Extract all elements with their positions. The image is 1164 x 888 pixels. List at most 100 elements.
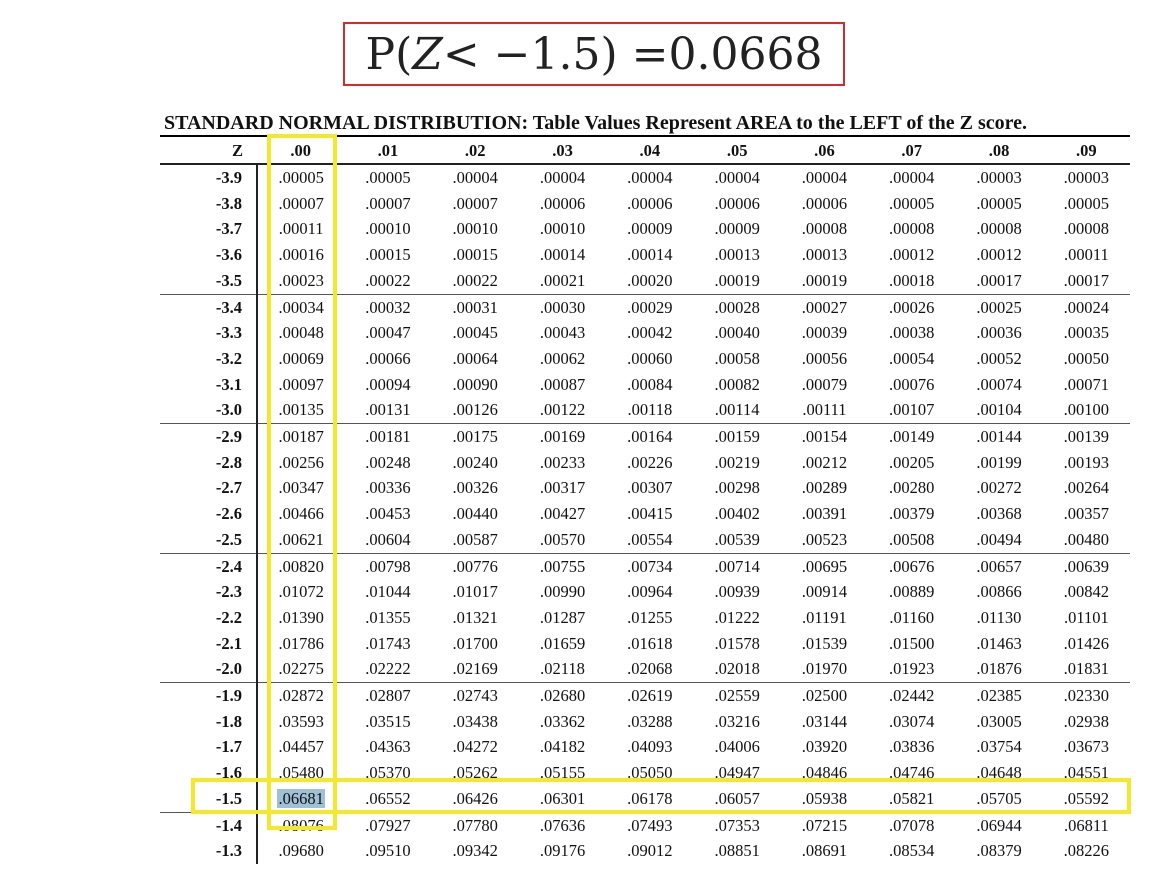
- table-cell: .00007: [278, 193, 324, 213]
- table-cell: .00379: [889, 504, 935, 524]
- table-cell: .03216: [714, 711, 760, 731]
- table-cell: .00036: [976, 323, 1022, 343]
- table-cell: .00043: [539, 323, 586, 343]
- table-row: -2.2 .01390 .01355 .01321 .01287 .01255 .01222…: [160, 604, 1130, 631]
- z-score-label: -3.3: [160, 320, 258, 346]
- table-cell: .00798: [365, 556, 411, 576]
- table-cell: .00084: [627, 374, 673, 394]
- table-cell: .04648: [976, 763, 1022, 783]
- table-cell: .01072: [278, 582, 324, 602]
- z-score-label: -2.8: [160, 449, 258, 476]
- table-cell: .02222: [344, 656, 432, 684]
- table-cell: .03920: [801, 737, 848, 757]
- table-cell: .08076: [278, 815, 324, 835]
- probability-formula-box: P(Z < −1.5) = 0.0668: [343, 22, 845, 86]
- table-cell: .00054: [889, 348, 935, 368]
- column-header: .05: [693, 139, 781, 165]
- table-row: -3.8 .00007 .00007 .00007 .00006 .00006 .00006…: [160, 190, 1130, 217]
- z-score-label: -3.8: [160, 190, 258, 217]
- table-cell: .04947: [714, 763, 760, 783]
- z-score-label: -2.9: [160, 423, 258, 450]
- z-column-header: Z: [160, 139, 257, 165]
- table-cell: .00233: [539, 452, 586, 472]
- table-cell: .00006: [801, 193, 848, 213]
- table-cell: .00466: [278, 504, 324, 524]
- table-cell: .00008: [889, 219, 935, 239]
- table-cell: .02169: [431, 656, 519, 684]
- table-row: -2.1 .01786 .01743 .01700 .01659 .01618 .01578…: [160, 630, 1130, 657]
- column-header: .06: [780, 139, 869, 165]
- table-cell: .03438: [452, 711, 498, 731]
- table-cell: .08534: [889, 841, 935, 861]
- table-cell: .00007: [452, 193, 498, 213]
- header-row: Z .00 .01 .02 .03 .04 .05 .06 .07 .08 .0…: [160, 139, 1130, 165]
- table-cell: .02872: [278, 686, 324, 706]
- table-cell: .09012: [627, 841, 673, 861]
- table-cell: .00144: [976, 427, 1022, 447]
- table-cell: .01578: [714, 633, 760, 653]
- table-cell: .07636: [539, 815, 586, 835]
- table-cell: .00008: [1063, 219, 1110, 239]
- table-cell: .02442: [889, 686, 935, 706]
- table-cell: .00019: [693, 267, 781, 295]
- table-cell: .00755: [539, 556, 586, 576]
- table-row: -1.3 .09680 .09510 .09342 .09176 .09012 .08851…: [160, 838, 1130, 864]
- table-cell: .00010: [452, 219, 498, 239]
- table-cell: .08379: [976, 841, 1022, 861]
- table-cell: .00038: [889, 323, 935, 343]
- table-cell: .00052: [976, 348, 1022, 368]
- table-cell: .06426: [431, 785, 519, 813]
- table-cell: .02068: [606, 656, 694, 684]
- table-cell: .00039: [801, 323, 848, 343]
- table-cell: .00440: [452, 504, 498, 524]
- table-cell: .06552: [344, 785, 432, 813]
- table-cell: .07927: [365, 815, 411, 835]
- table-cell: .01970: [780, 656, 869, 684]
- table-cell: .00523: [780, 526, 869, 554]
- z-score-label: -3.2: [160, 345, 258, 372]
- highlighted-cell: .06681: [257, 785, 345, 813]
- table-cell: .02500: [801, 686, 848, 706]
- table-cell: .09176: [539, 841, 586, 861]
- table-cell: .00391: [801, 504, 848, 524]
- table-cell: .00076: [889, 374, 935, 394]
- z-score-label: -1.7: [160, 734, 258, 761]
- table-cell: .00453: [365, 504, 411, 524]
- table-cell: .04182: [539, 737, 586, 757]
- column-header: .03: [518, 139, 607, 165]
- table-cell: .00219: [714, 452, 760, 472]
- table-cell: .07353: [714, 815, 760, 835]
- table-cell: .08226: [1063, 841, 1110, 861]
- table-cell: .00205: [889, 452, 935, 472]
- table-cell: .06811: [1063, 815, 1109, 835]
- table-cell: .04551: [1063, 763, 1110, 783]
- table-cell: .06057: [693, 785, 781, 813]
- z-score-label: -3.4: [160, 294, 258, 321]
- table-cell: .01500: [889, 633, 935, 653]
- z-score-label: -1.9: [160, 682, 258, 709]
- table-cell: .00135: [257, 397, 345, 425]
- table-cell: .05938: [780, 785, 869, 813]
- z-score-label: -3.7: [160, 216, 258, 243]
- table-cell: .06944: [976, 815, 1022, 835]
- table-cell: .00064: [452, 348, 498, 368]
- table-cell: .00040: [714, 323, 760, 343]
- table-cell: .00298: [714, 478, 760, 498]
- table-cell: .04846: [801, 763, 848, 783]
- table-cell: .00019: [780, 267, 869, 295]
- table-cell: .02385: [976, 686, 1022, 706]
- table-cell: .05262: [452, 763, 498, 783]
- table-row: -1.4 .08076 .07927 .07780 .07636 .07493 .07353…: [160, 812, 1130, 839]
- table-cell: .00005: [976, 193, 1022, 213]
- table-cell: .02938: [1063, 711, 1110, 731]
- table-cell: .00256: [278, 452, 324, 472]
- table-cell: .02807: [365, 686, 411, 706]
- table-cell: .00964: [627, 582, 673, 602]
- table-cell: .00079: [801, 374, 848, 394]
- table-cell: .00139: [1063, 427, 1110, 447]
- table-cell: .05050: [627, 763, 673, 783]
- table-cell: .00307: [627, 478, 673, 498]
- formula-mid: < −1.5) =: [442, 28, 669, 80]
- z-score-label: -1.5: [160, 785, 258, 813]
- table-cell: .00368: [976, 504, 1022, 524]
